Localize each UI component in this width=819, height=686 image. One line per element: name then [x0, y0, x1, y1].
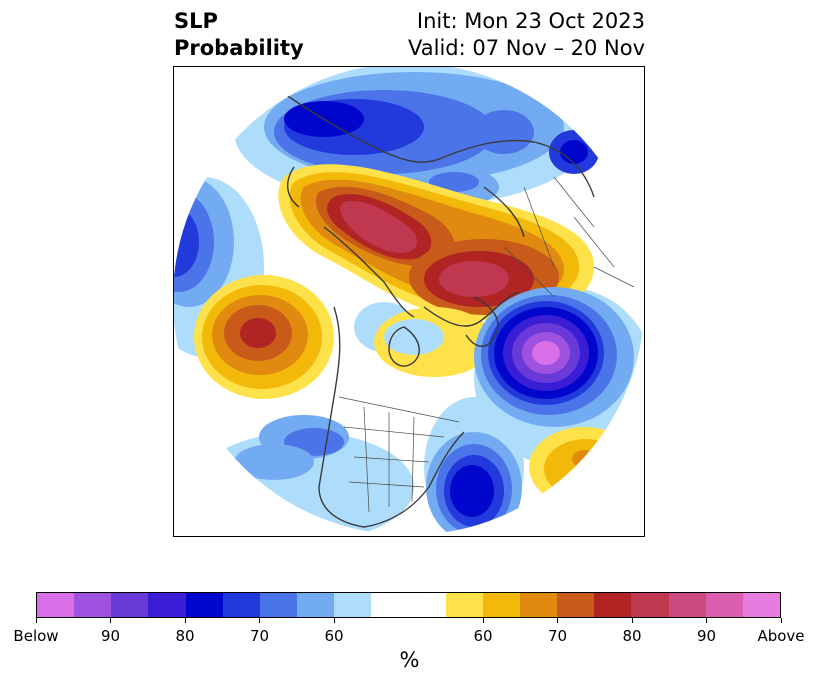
map-graphic	[174, 67, 644, 535]
colorbar-above-7	[705, 593, 743, 617]
colorbar-below-8	[334, 593, 372, 617]
colorbar-above-4	[594, 593, 632, 617]
title-variable: SLP	[174, 9, 218, 33]
colorbar-above-0	[445, 593, 483, 617]
colorbar-above-2	[520, 593, 558, 617]
anomaly-northern-europe-peak	[340, 201, 418, 253]
colorbar-tick-label: 60	[473, 627, 493, 645]
colorbar-tickmark	[482, 618, 484, 623]
colorbar-tickmark	[333, 618, 335, 623]
anomaly-greenland-peak	[532, 341, 560, 365]
colorbar-tick-label: 60	[324, 627, 344, 645]
colorbar-above-3	[557, 593, 595, 617]
colorbar-tickmark	[631, 618, 633, 623]
colorbar-tick-label: 90	[696, 627, 717, 645]
colorbar-tick-label: Below	[13, 627, 59, 645]
colorbar	[36, 592, 781, 618]
colorbar-tickmark	[110, 618, 111, 623]
colorbar-below-3	[148, 593, 186, 617]
valid-period: Valid: 07 Nov – 20 Nov	[408, 36, 645, 60]
colorbar-above-1	[482, 593, 521, 617]
title-subtitle: Probability	[174, 36, 304, 60]
colorbar-tick-label: 70	[249, 627, 270, 645]
init-date: Init: Mon 23 Oct 2023	[416, 9, 645, 33]
colorbar-tickmark	[184, 618, 186, 623]
map-title: SLP Probability	[174, 8, 304, 62]
probability-map	[173, 66, 645, 537]
colorbar-tick-label: 90	[100, 627, 121, 645]
colorbar-tickmark	[35, 618, 37, 623]
colorbar-above-5	[631, 593, 669, 617]
colorbar-tickmark	[557, 618, 558, 623]
colorbar-below-1	[74, 593, 112, 617]
colorbar-above-6	[668, 593, 706, 617]
colorbar-tick-label: 70	[547, 627, 568, 645]
colorbar-above-8	[742, 593, 781, 617]
forecast-dates: Init: Mon 23 Oct 2023 Valid: 07 Nov – 20…	[408, 8, 645, 62]
colorbar-tickmark	[259, 618, 260, 623]
colorbar-neutral	[371, 593, 446, 617]
colorbar-tick-label: Above	[757, 627, 805, 645]
colorbar-units: %	[399, 648, 420, 672]
colorbar-below-0	[37, 593, 75, 617]
colorbar-below-5	[222, 593, 260, 617]
coastlines	[273, 86, 595, 528]
political-borders	[338, 176, 635, 513]
colorbar-tick-label: 80	[175, 627, 195, 645]
colorbar-below-4	[185, 593, 223, 617]
colorbar-tickmark	[706, 618, 707, 623]
colorbar-below-6	[259, 593, 298, 617]
colorbar-below-7	[297, 593, 335, 617]
colorbar-below-2	[111, 593, 149, 617]
colorbar-tickmark	[780, 618, 782, 623]
colorbar-tick-label: 80	[622, 627, 642, 645]
